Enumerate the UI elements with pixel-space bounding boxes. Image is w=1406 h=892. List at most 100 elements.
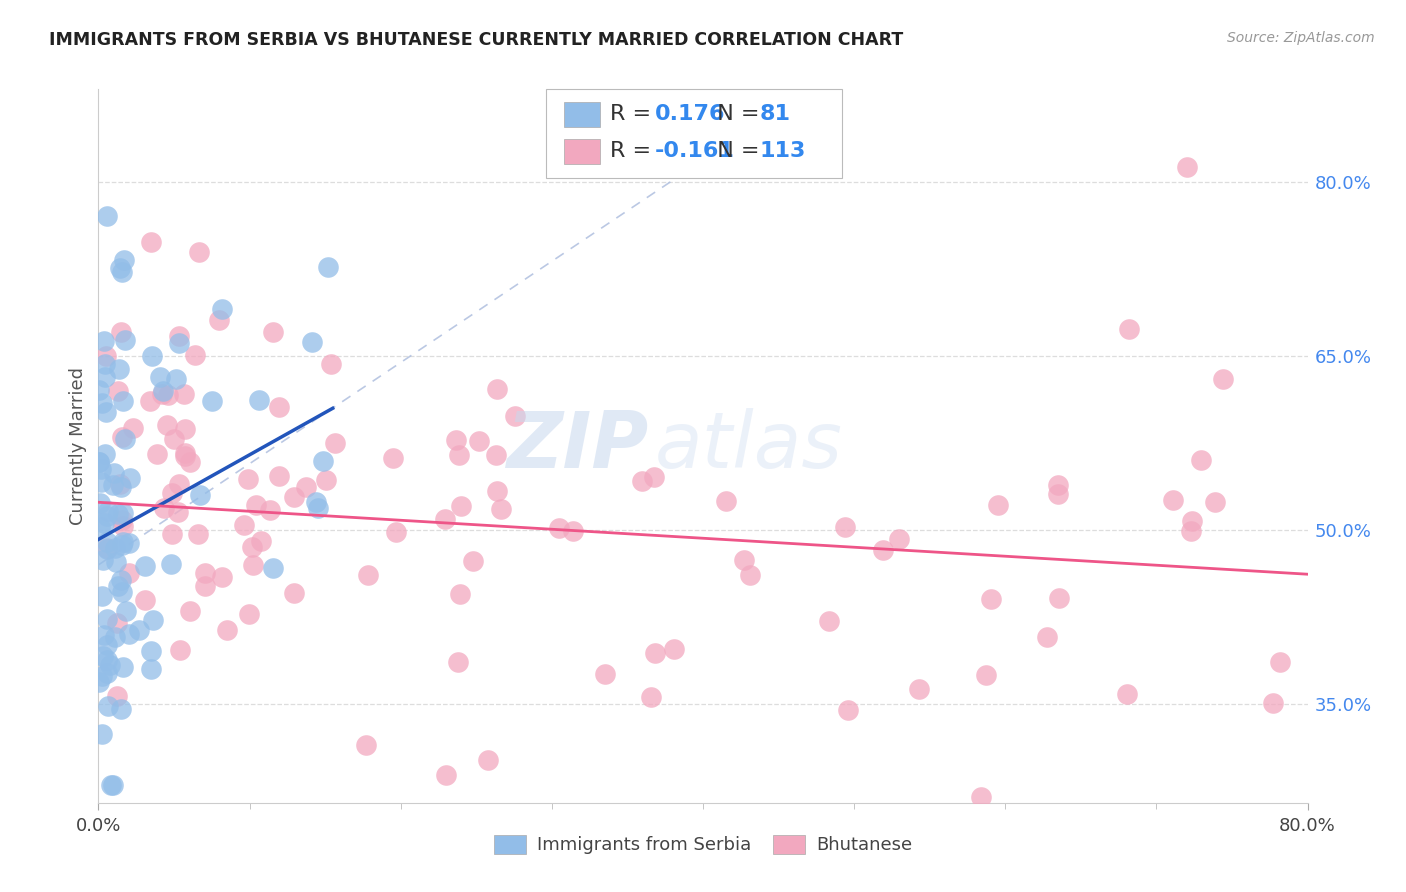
Point bbox=[122, 421, 145, 435]
Point bbox=[93, 628, 115, 642]
Point bbox=[834, 520, 856, 534]
Point bbox=[970, 789, 993, 804]
Point bbox=[1204, 495, 1226, 509]
Point bbox=[96, 652, 118, 666]
Point bbox=[91, 648, 114, 663]
Point bbox=[104, 630, 127, 644]
Point bbox=[356, 738, 378, 752]
Point bbox=[87, 455, 110, 469]
Point bbox=[167, 329, 190, 343]
Legend: Immigrants from Serbia, Bhutanese: Immigrants from Serbia, Bhutanese bbox=[486, 828, 920, 862]
Point bbox=[356, 567, 378, 582]
Point bbox=[211, 570, 233, 584]
Point bbox=[111, 660, 134, 674]
Point bbox=[238, 607, 260, 622]
Point bbox=[1181, 514, 1204, 528]
Point bbox=[153, 501, 176, 516]
Point bbox=[165, 371, 187, 385]
Point bbox=[110, 325, 132, 339]
Point bbox=[96, 638, 118, 652]
Point bbox=[449, 587, 471, 601]
Point bbox=[142, 613, 165, 627]
Point bbox=[259, 503, 281, 517]
Point bbox=[160, 527, 183, 541]
Point bbox=[141, 235, 163, 250]
Point bbox=[269, 469, 291, 483]
Point bbox=[96, 508, 118, 523]
Point bbox=[100, 778, 122, 792]
Point bbox=[91, 668, 114, 682]
Point bbox=[94, 405, 117, 419]
Point bbox=[1180, 524, 1202, 539]
Point bbox=[247, 393, 270, 408]
Point bbox=[128, 623, 150, 637]
Point bbox=[245, 498, 267, 512]
Point bbox=[215, 624, 238, 638]
Point bbox=[1189, 453, 1212, 467]
Point bbox=[1046, 478, 1069, 492]
Point bbox=[1047, 591, 1070, 605]
Point bbox=[110, 573, 132, 587]
Point bbox=[232, 518, 254, 533]
Text: Source: ZipAtlas.com: Source: ZipAtlas.com bbox=[1227, 31, 1375, 45]
Point bbox=[111, 506, 134, 520]
Point bbox=[112, 253, 135, 268]
Point bbox=[194, 566, 217, 580]
Point bbox=[294, 480, 316, 494]
Point bbox=[307, 501, 329, 516]
Point bbox=[503, 409, 526, 423]
Point bbox=[1046, 487, 1069, 501]
Y-axis label: Currently Married: Currently Married bbox=[69, 367, 87, 525]
Point bbox=[120, 471, 142, 485]
Point bbox=[1116, 687, 1139, 701]
Point bbox=[643, 470, 665, 484]
Point bbox=[174, 449, 197, 463]
Point bbox=[485, 449, 508, 463]
Point bbox=[162, 485, 184, 500]
Point bbox=[188, 245, 211, 260]
Point bbox=[90, 475, 112, 489]
Point bbox=[96, 612, 118, 626]
Point bbox=[385, 524, 408, 539]
Point bbox=[134, 592, 156, 607]
Point bbox=[818, 614, 841, 628]
Point bbox=[187, 527, 209, 541]
Point bbox=[89, 455, 111, 469]
Point bbox=[1263, 696, 1285, 710]
Point bbox=[319, 357, 342, 371]
Point bbox=[141, 662, 163, 676]
Point bbox=[240, 541, 263, 555]
Point bbox=[90, 462, 112, 476]
Point bbox=[1175, 160, 1198, 174]
Point bbox=[262, 325, 284, 339]
Point bbox=[714, 494, 737, 508]
Point bbox=[174, 422, 197, 436]
Point bbox=[156, 417, 179, 432]
Point bbox=[169, 643, 191, 657]
Point bbox=[433, 511, 456, 525]
Text: ZIP: ZIP bbox=[506, 408, 648, 484]
Point bbox=[103, 466, 125, 480]
Point bbox=[111, 538, 134, 552]
Point bbox=[179, 455, 201, 469]
Point bbox=[166, 506, 188, 520]
Point bbox=[468, 434, 491, 448]
Point bbox=[188, 488, 211, 502]
Point bbox=[561, 524, 583, 538]
Point bbox=[1035, 630, 1057, 644]
Text: R =: R = bbox=[610, 104, 658, 124]
Point bbox=[283, 586, 305, 600]
Text: N =: N = bbox=[703, 141, 766, 161]
Point bbox=[194, 579, 217, 593]
Point bbox=[211, 302, 233, 317]
Point bbox=[262, 561, 284, 575]
Point bbox=[664, 642, 686, 657]
Point bbox=[105, 555, 128, 569]
Point bbox=[450, 499, 472, 513]
Point bbox=[96, 541, 118, 556]
Point bbox=[110, 264, 132, 278]
Point bbox=[112, 394, 135, 409]
Point bbox=[640, 690, 662, 705]
Point bbox=[107, 384, 129, 398]
Text: 81: 81 bbox=[759, 104, 790, 124]
